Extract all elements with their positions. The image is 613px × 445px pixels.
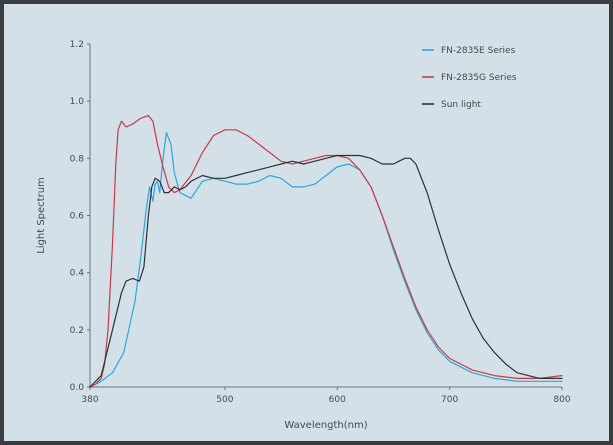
y-tick-label: 0.0 <box>70 383 85 393</box>
x-tick-label: 500 <box>216 395 233 405</box>
line-chart: 0.0 0.2 0.4 0.6 0.8 1.0 1.2 380 500 600 700 800 Wave… <box>36 40 571 431</box>
y-tick-label: 1.0 <box>70 97 85 107</box>
legend-label: FN-2835E Series <box>441 46 516 56</box>
y-tick-label: 0.8 <box>70 154 85 164</box>
x-tick-label: 380 <box>81 395 98 405</box>
x-tick-label: 800 <box>553 395 570 405</box>
legend-label: FN-2835G Series <box>441 73 517 83</box>
y-tick-label: 0.6 <box>70 212 85 222</box>
y-tick-label: 0.2 <box>70 326 84 336</box>
y-tick-label: 1.2 <box>70 40 84 50</box>
x-tick-label: 700 <box>441 395 458 405</box>
series-line-2 <box>89 114 563 388</box>
chart-panel: 0.0 0.2 0.4 0.6 0.8 1.0 1.2 380 500 600 700 800 Wave… <box>4 4 609 441</box>
legend-label: Sun light <box>441 100 481 110</box>
series-line-1 <box>89 132 563 388</box>
x-axis-title: Wavelength(nm) <box>284 420 367 431</box>
x-tick-label: 600 <box>329 395 346 405</box>
y-axis-title: Light Spectrum <box>36 177 47 254</box>
series-line-3 <box>89 154 563 388</box>
y-tick-label: 0.4 <box>70 269 85 279</box>
